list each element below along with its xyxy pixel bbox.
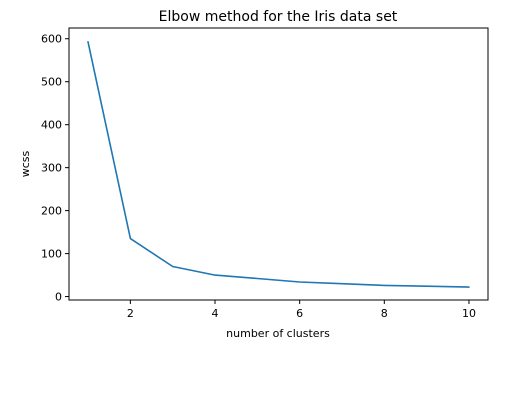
y-tick-label: 500 [41,76,62,89]
y-tick-label: 200 [41,205,62,218]
plot-area [68,27,489,301]
y-tick-label: 600 [41,33,62,46]
y-tick-label: 300 [41,162,62,175]
series-line [87,40,470,288]
series-layer [87,40,470,288]
y-axis-label: wcss [19,150,32,177]
x-axis-ticks: 2 4 6 8 10 [127,300,476,320]
x-axis-label: number of clusters [226,327,330,340]
y-tick-label: 0 [55,291,62,304]
y-tick-label: 100 [41,248,62,261]
x-tick-label: 6 [296,307,303,320]
x-tick-label: 2 [127,307,134,320]
y-axis-ticks: 0 100 200 300 400 500 600 [41,33,69,304]
y-tick-label: 400 [41,119,62,132]
x-tick-label: 4 [212,307,219,320]
chart-title: Elbow method for the Iris data set [159,9,398,25]
x-tick-label: 8 [381,307,388,320]
x-tick-label: 10 [462,307,476,320]
